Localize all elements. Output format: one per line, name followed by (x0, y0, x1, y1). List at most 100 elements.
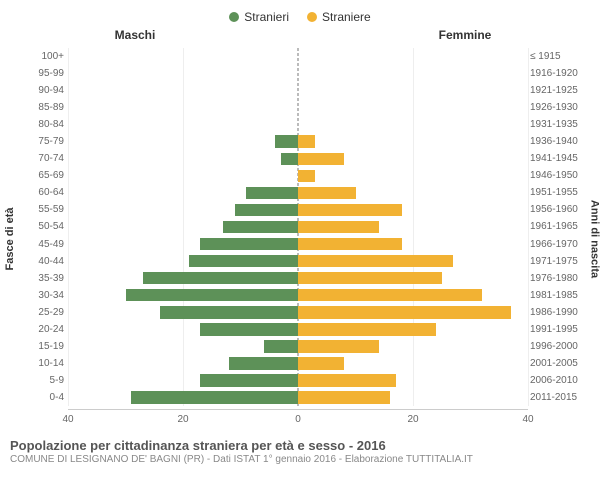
column-headers: Maschi Femmine (0, 28, 600, 44)
pyramid-row: 0-42011-2015 (68, 389, 528, 406)
bar-male (189, 255, 298, 268)
age-label: 10-14 (24, 358, 64, 369)
age-label: 75-79 (24, 136, 64, 147)
bar-pair (68, 287, 528, 304)
pyramid-row: 15-191996-2000 (68, 338, 528, 355)
birth-label: 1941-1945 (530, 153, 584, 164)
pyramid-row: 60-641951-1955 (68, 184, 528, 201)
age-label: 15-19 (24, 341, 64, 352)
birth-label: 1996-2000 (530, 341, 584, 352)
pyramid-row: 75-791936-1940 (68, 133, 528, 150)
age-label: 85-89 (24, 102, 64, 113)
birth-label: 1916-1920 (530, 68, 584, 79)
bar-male (126, 289, 299, 302)
bar-female (298, 221, 379, 234)
pyramid-row: 95-991916-1920 (68, 65, 528, 82)
header-male: Maschi (0, 28, 300, 44)
birth-label: 1946-1950 (530, 170, 584, 181)
age-label: 55-59 (24, 204, 64, 215)
birth-label: 1931-1935 (530, 119, 584, 130)
pyramid-row: 30-341981-1985 (68, 287, 528, 304)
population-pyramid-chart: Stranieri Straniere Maschi Femmine Fasce… (0, 0, 600, 500)
bar-pair (68, 304, 528, 321)
bar-female (298, 357, 344, 370)
birth-label: ≤ 1915 (530, 51, 584, 62)
age-label: 5-9 (24, 375, 64, 386)
bar-pair (68, 82, 528, 99)
age-label: 60-64 (24, 187, 64, 198)
bar-pair (68, 167, 528, 184)
bar-male (229, 357, 298, 370)
birth-label: 1921-1925 (530, 85, 584, 96)
bar-pair (68, 65, 528, 82)
legend-label-female: Straniere (322, 10, 371, 24)
legend-swatch-male (229, 12, 239, 22)
bar-pair (68, 270, 528, 287)
x-tick: 20 (407, 414, 418, 425)
birth-label: 1961-1965 (530, 221, 584, 232)
legend: Stranieri Straniere (0, 0, 600, 28)
bar-male (143, 272, 298, 285)
bar-male (223, 221, 298, 234)
bar-pair (68, 99, 528, 116)
bar-female (298, 340, 379, 353)
plot-area: Fasce di età Anni di nascita 100+≤ 19159… (20, 44, 580, 434)
bar-pair (68, 48, 528, 65)
birth-label: 2011-2015 (530, 392, 584, 403)
pyramid-row: 70-741941-1945 (68, 150, 528, 167)
pyramid-row: 10-142001-2005 (68, 355, 528, 372)
birth-label: 2006-2010 (530, 375, 584, 386)
footer: Popolazione per cittadinanza straniera p… (0, 434, 600, 465)
bar-female (298, 135, 315, 148)
pyramid-row: 35-391976-1980 (68, 270, 528, 287)
birth-label: 1951-1955 (530, 187, 584, 198)
birth-label: 1981-1985 (530, 290, 584, 301)
x-tick: 40 (62, 414, 73, 425)
bar-male (264, 340, 299, 353)
age-label: 0-4 (24, 392, 64, 403)
age-label: 40-44 (24, 256, 64, 267)
age-label: 70-74 (24, 153, 64, 164)
bar-female (298, 238, 402, 251)
pyramid-row: 55-591956-1960 (68, 201, 528, 218)
rows-container: 100+≤ 191595-991916-192090-941921-192585… (68, 48, 528, 406)
birth-label: 1971-1975 (530, 256, 584, 267)
x-tick: 20 (177, 414, 188, 425)
age-label: 80-84 (24, 119, 64, 130)
bar-pair (68, 355, 528, 372)
header-female: Femmine (300, 28, 600, 44)
birth-label: 2001-2005 (530, 358, 584, 369)
age-label: 20-24 (24, 324, 64, 335)
birth-label: 1986-1990 (530, 307, 584, 318)
pyramid-row: 85-891926-1930 (68, 99, 528, 116)
bar-female (298, 323, 436, 336)
yaxis-label-left: Fasce di età (4, 208, 16, 271)
age-label: 30-34 (24, 290, 64, 301)
bar-male (200, 374, 298, 387)
age-label: 90-94 (24, 85, 64, 96)
bar-male (281, 153, 298, 166)
legend-item-male: Stranieri (229, 10, 289, 24)
birth-label: 1926-1930 (530, 102, 584, 113)
legend-swatch-female (307, 12, 317, 22)
birth-label: 1991-1995 (530, 324, 584, 335)
chart-subtitle: COMUNE DI LESIGNANO DE' BAGNI (PR) - Dat… (10, 454, 590, 465)
bar-male (131, 391, 298, 404)
bar-male (246, 187, 298, 200)
pyramid-row: 40-441971-1975 (68, 253, 528, 270)
bar-pair (68, 372, 528, 389)
bar-female (298, 204, 402, 217)
age-label: 65-69 (24, 170, 64, 181)
bar-pair (68, 236, 528, 253)
gridline (528, 48, 529, 406)
birth-label: 1966-1970 (530, 239, 584, 250)
age-label: 35-39 (24, 273, 64, 284)
bar-female (298, 272, 442, 285)
bar-male (235, 204, 298, 217)
bar-pair (68, 116, 528, 133)
bar-female (298, 153, 344, 166)
pyramid-row: 5-92006-2010 (68, 372, 528, 389)
bar-female (298, 374, 396, 387)
bar-female (298, 170, 315, 183)
bar-pair (68, 201, 528, 218)
